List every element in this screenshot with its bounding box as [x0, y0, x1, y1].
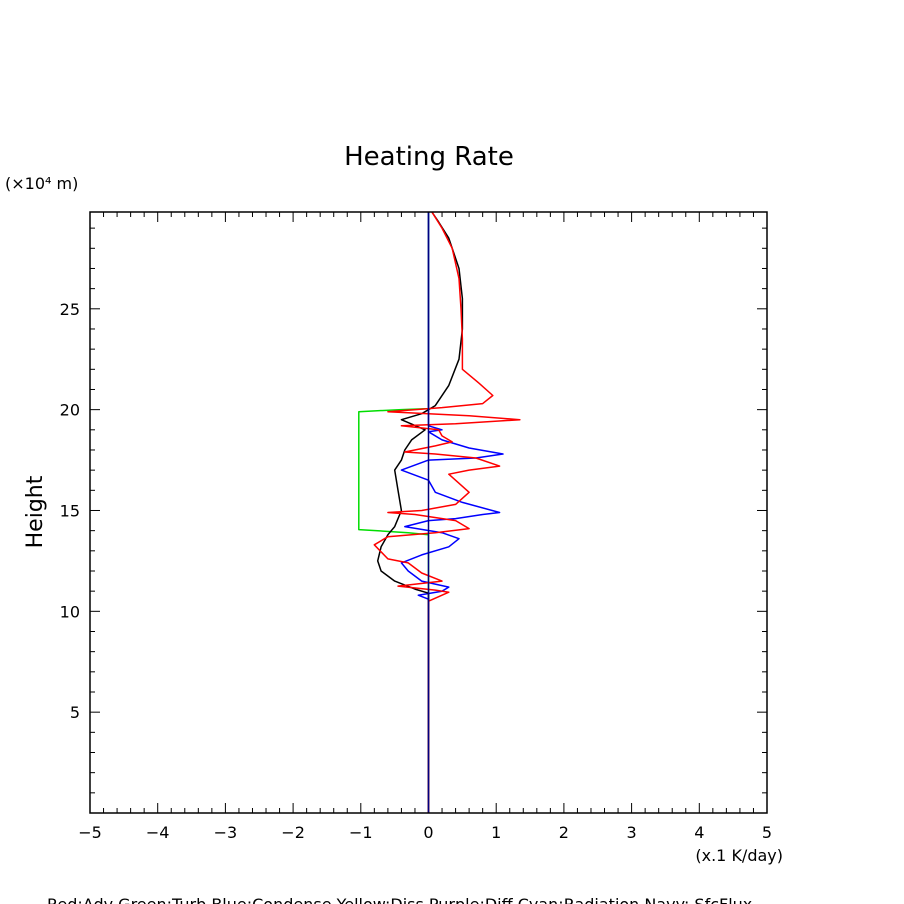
- y-unit-label: (×10⁴ m): [5, 174, 78, 193]
- x-unit-label: (x.1 K/day): [695, 846, 783, 865]
- x-tick-label: −5: [78, 823, 102, 842]
- x-tick-label: −1: [349, 823, 373, 842]
- x-tick-label: 2: [559, 823, 569, 842]
- x-tick-label: −2: [281, 823, 305, 842]
- y-tick-label: 10: [60, 602, 80, 621]
- plot-frame: [89, 211, 768, 814]
- series-line-condense: [400, 212, 504, 813]
- x-tick-label: −3: [214, 823, 238, 842]
- x-tick-label: 0: [423, 823, 433, 842]
- x-tick-label: 4: [694, 823, 704, 842]
- x-tick-label: 3: [627, 823, 637, 842]
- y-axis-label: Height: [23, 475, 48, 548]
- y-tick-label: 5: [70, 703, 80, 722]
- y-tick-label: 20: [60, 401, 80, 420]
- y-tick-label: 25: [60, 300, 80, 319]
- axis-ticks: [89, 212, 768, 813]
- y-tick-label: 15: [60, 501, 80, 520]
- x-tick-label: 5: [762, 823, 772, 842]
- tick-labels: −5 −4 −3 −2 −1 0 1 2 3 4 5 5 10 15 20 25: [60, 300, 772, 842]
- series-line-adv: [373, 211, 521, 813]
- series-line-total: [376, 211, 464, 813]
- x-tick-label: −4: [146, 823, 170, 842]
- plot-series: [358, 211, 521, 813]
- chart-title: Heating Rate: [344, 142, 514, 172]
- x-tick-label: 1: [491, 823, 501, 842]
- legend-text: Red:Adv Green:Turb Blue:Condense Yellow:…: [47, 895, 752, 904]
